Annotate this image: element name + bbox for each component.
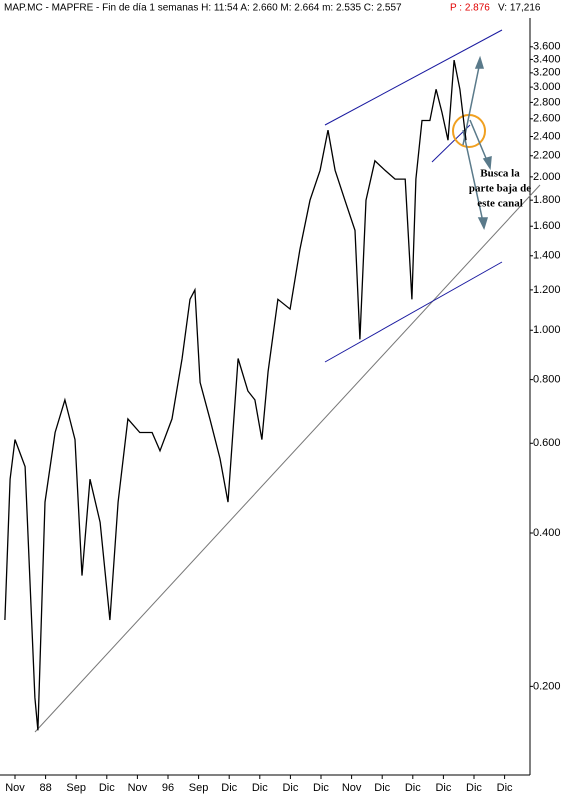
x-tick-label: Dic bbox=[374, 782, 390, 794]
y-tick-label: 2.600 bbox=[533, 113, 561, 125]
x-tick-label: Dic bbox=[435, 782, 451, 794]
y-tick-label: 3.200 bbox=[533, 67, 561, 79]
x-tick-label: 96 bbox=[162, 782, 174, 794]
x-tick-label: Nov bbox=[128, 782, 148, 794]
annotation: parte baja de bbox=[469, 183, 531, 195]
y-tick-label: 1.000 bbox=[533, 324, 561, 336]
y-tick-label: 0.200 bbox=[533, 680, 561, 692]
y-tick-label: 0.800 bbox=[533, 374, 561, 386]
y-tick-label: 2.400 bbox=[533, 130, 561, 142]
y-tick-label: 2.000 bbox=[533, 171, 561, 183]
x-tick-label: Dic bbox=[497, 782, 513, 794]
x-tick-label: Dic bbox=[466, 782, 482, 794]
x-tick-label: Dic bbox=[313, 782, 329, 794]
x-tick-label: Dic bbox=[282, 782, 298, 794]
header-volume: V: 17,216 bbox=[498, 3, 541, 14]
x-tick-label: Nov bbox=[5, 782, 25, 794]
x-tick-label: Dic bbox=[99, 782, 115, 794]
x-tick-label: Dic bbox=[252, 782, 268, 794]
annotation: este canal bbox=[477, 198, 523, 210]
header-price: P : 2.876 bbox=[450, 3, 490, 14]
y-tick-label: 2.200 bbox=[533, 150, 561, 162]
y-tick-label: 3.000 bbox=[533, 81, 561, 93]
y-tick-label: 1.400 bbox=[533, 250, 561, 262]
y-tick-label: 1.200 bbox=[533, 284, 561, 296]
annotation: Busca la bbox=[480, 168, 520, 180]
x-tick-label: Dic bbox=[405, 782, 421, 794]
x-tick-label: Sep bbox=[189, 782, 209, 794]
channel-upper bbox=[324, 29, 503, 126]
arrows bbox=[462, 55, 492, 231]
x-tick-label: 88 bbox=[39, 782, 51, 794]
y-tick-label: 3.600 bbox=[533, 41, 561, 53]
y-tick-label: 3.400 bbox=[533, 53, 561, 65]
y-tick-label: 1.600 bbox=[533, 220, 561, 232]
y-tick-label: 1.800 bbox=[533, 194, 561, 206]
price-line bbox=[4, 59, 467, 731]
x-tick-label: Nov bbox=[342, 782, 362, 794]
header-title: MAP.MC - MAPFRE - Fin de día 1 semanas H… bbox=[4, 3, 402, 14]
y-tick-label: 0.600 bbox=[533, 437, 561, 449]
y-tick-label: 2.800 bbox=[533, 96, 561, 108]
x-tick-label: Dic bbox=[221, 782, 237, 794]
channel-lower bbox=[324, 261, 503, 363]
support-line bbox=[34, 184, 541, 733]
y-tick-label: 0.400 bbox=[533, 527, 561, 539]
x-tick-label: Sep bbox=[66, 782, 86, 794]
